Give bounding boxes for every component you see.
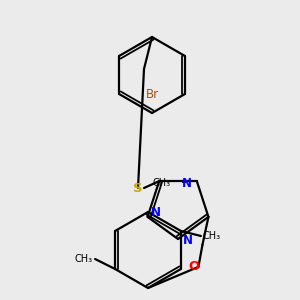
Text: S: S [133,182,143,194]
Text: N: N [182,177,192,190]
Text: Br: Br [146,88,159,101]
Text: CH₃: CH₃ [203,231,221,241]
Text: N: N [151,206,160,219]
Text: O: O [189,260,200,273]
Text: CH₃: CH₃ [75,254,93,264]
Text: CH₃: CH₃ [153,178,171,188]
Text: N: N [183,235,193,248]
